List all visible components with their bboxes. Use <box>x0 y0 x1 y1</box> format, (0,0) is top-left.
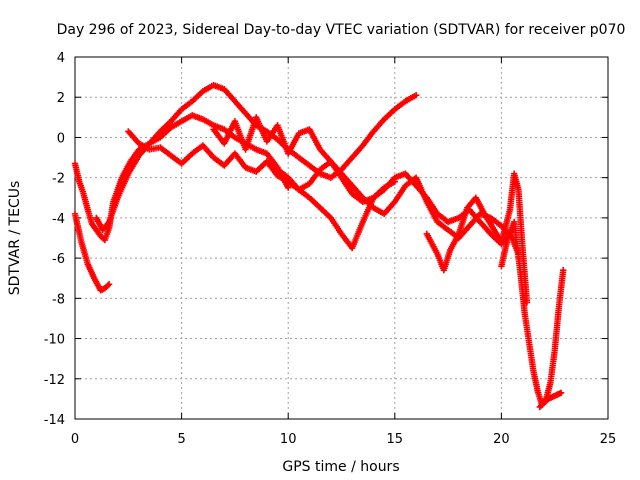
chart-title: Day 296 of 2023, Sidereal Day-to-day VTE… <box>57 22 626 38</box>
y-tick-label: -2 <box>52 172 65 187</box>
data-point-marker <box>285 184 292 191</box>
y-tick-label: 2 <box>57 91 65 106</box>
y-tick-label: 4 <box>57 51 65 66</box>
x-tick-label: 10 <box>280 432 297 447</box>
y-tick-label: 0 <box>57 131 65 146</box>
x-tick-label: 5 <box>177 432 185 447</box>
grid-lines <box>75 57 608 419</box>
series-1 <box>71 210 113 294</box>
data-point-marker <box>560 266 567 274</box>
x-axis-label: GPS time / hours <box>282 459 399 475</box>
y-tick-label: -8 <box>52 292 65 307</box>
series-3 <box>93 81 420 234</box>
data-points <box>71 81 567 411</box>
y-tick-label: -4 <box>52 212 65 227</box>
series-8 <box>498 218 567 409</box>
x-tick-label: 20 <box>493 432 510 447</box>
y-axis-label: SDTVAR / TECUs <box>7 181 23 296</box>
y-tick-label: -6 <box>52 252 65 267</box>
y-tick-label: -14 <box>44 413 65 428</box>
data-point-marker <box>105 281 113 288</box>
data-point-marker <box>412 92 420 99</box>
series-7 <box>423 170 531 306</box>
data-point-marker <box>557 389 565 397</box>
x-tick-label: 15 <box>387 432 404 447</box>
y-tick-label: -12 <box>44 373 65 388</box>
y-tick-label: -10 <box>44 333 65 348</box>
plot-frame <box>74 56 609 420</box>
x-tick-label: 25 <box>600 432 617 447</box>
x-tick-label: 0 <box>71 432 79 447</box>
series-9 <box>536 389 565 411</box>
